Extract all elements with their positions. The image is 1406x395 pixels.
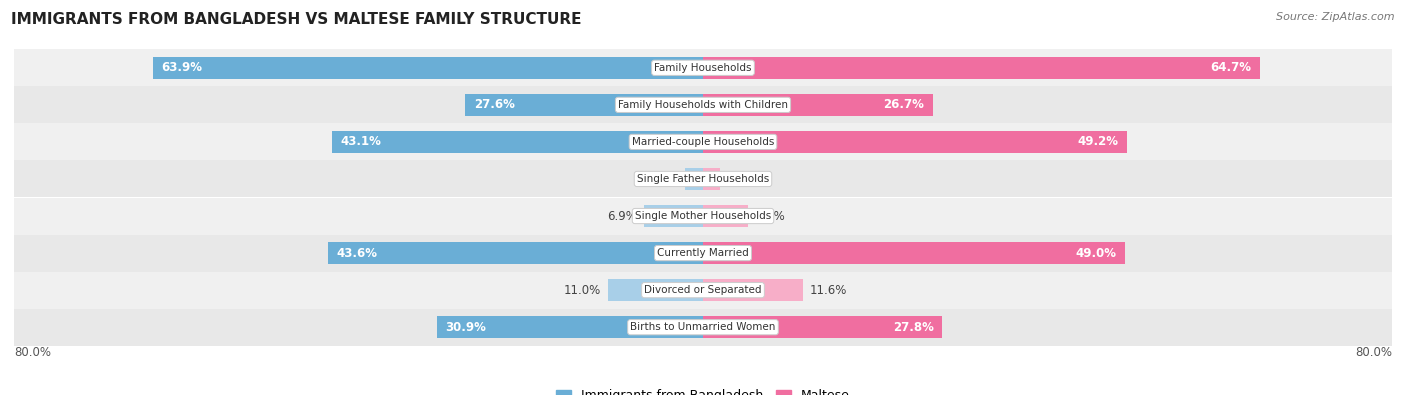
Bar bbox=[332, 131, 703, 152]
Text: 80.0%: 80.0% bbox=[1355, 346, 1392, 359]
Text: 5.2%: 5.2% bbox=[755, 209, 785, 222]
Text: 43.1%: 43.1% bbox=[340, 135, 381, 149]
Bar bbox=[14, 235, 1392, 272]
Bar bbox=[328, 243, 703, 264]
Text: 43.6%: 43.6% bbox=[336, 246, 377, 260]
Bar bbox=[14, 87, 1392, 123]
Text: Married-couple Households: Married-couple Households bbox=[631, 137, 775, 147]
Bar bbox=[703, 243, 1125, 264]
Bar bbox=[609, 279, 703, 301]
Text: 2.1%: 2.1% bbox=[648, 173, 678, 186]
Bar bbox=[703, 168, 720, 190]
Bar bbox=[703, 131, 1126, 152]
Text: Currently Married: Currently Married bbox=[657, 248, 749, 258]
Bar bbox=[703, 205, 748, 227]
Text: Births to Unmarried Women: Births to Unmarried Women bbox=[630, 322, 776, 332]
Bar bbox=[644, 205, 703, 227]
Bar bbox=[465, 94, 703, 116]
Text: Family Households: Family Households bbox=[654, 63, 752, 73]
Text: Family Households with Children: Family Households with Children bbox=[619, 100, 787, 110]
Text: Single Father Households: Single Father Households bbox=[637, 174, 769, 184]
Bar bbox=[14, 49, 1392, 87]
Bar bbox=[703, 57, 1260, 79]
Text: 26.7%: 26.7% bbox=[883, 98, 924, 111]
Text: IMMIGRANTS FROM BANGLADESH VS MALTESE FAMILY STRUCTURE: IMMIGRANTS FROM BANGLADESH VS MALTESE FA… bbox=[11, 12, 582, 27]
Text: 2.0%: 2.0% bbox=[727, 173, 756, 186]
Text: Single Mother Households: Single Mother Households bbox=[636, 211, 770, 221]
Text: 27.6%: 27.6% bbox=[474, 98, 515, 111]
Bar bbox=[14, 160, 1392, 198]
Bar bbox=[437, 316, 703, 338]
Text: Source: ZipAtlas.com: Source: ZipAtlas.com bbox=[1277, 12, 1395, 22]
Legend: Immigrants from Bangladesh, Maltese: Immigrants from Bangladesh, Maltese bbox=[551, 384, 855, 395]
Text: 30.9%: 30.9% bbox=[446, 321, 486, 334]
Text: 64.7%: 64.7% bbox=[1211, 61, 1251, 74]
Text: 63.9%: 63.9% bbox=[162, 61, 202, 74]
Bar bbox=[685, 168, 703, 190]
Bar bbox=[703, 279, 803, 301]
Text: 49.0%: 49.0% bbox=[1076, 246, 1116, 260]
Bar bbox=[703, 94, 934, 116]
Text: 27.8%: 27.8% bbox=[893, 321, 934, 334]
Bar bbox=[14, 123, 1392, 160]
Text: 6.9%: 6.9% bbox=[607, 209, 637, 222]
Text: 49.2%: 49.2% bbox=[1077, 135, 1118, 149]
Text: 11.0%: 11.0% bbox=[564, 284, 602, 297]
Text: 11.6%: 11.6% bbox=[810, 284, 848, 297]
Text: 80.0%: 80.0% bbox=[14, 346, 51, 359]
Bar bbox=[14, 308, 1392, 346]
Bar bbox=[14, 198, 1392, 235]
Bar bbox=[703, 316, 942, 338]
Bar bbox=[14, 272, 1392, 308]
Text: Divorced or Separated: Divorced or Separated bbox=[644, 285, 762, 295]
Bar bbox=[153, 57, 703, 79]
